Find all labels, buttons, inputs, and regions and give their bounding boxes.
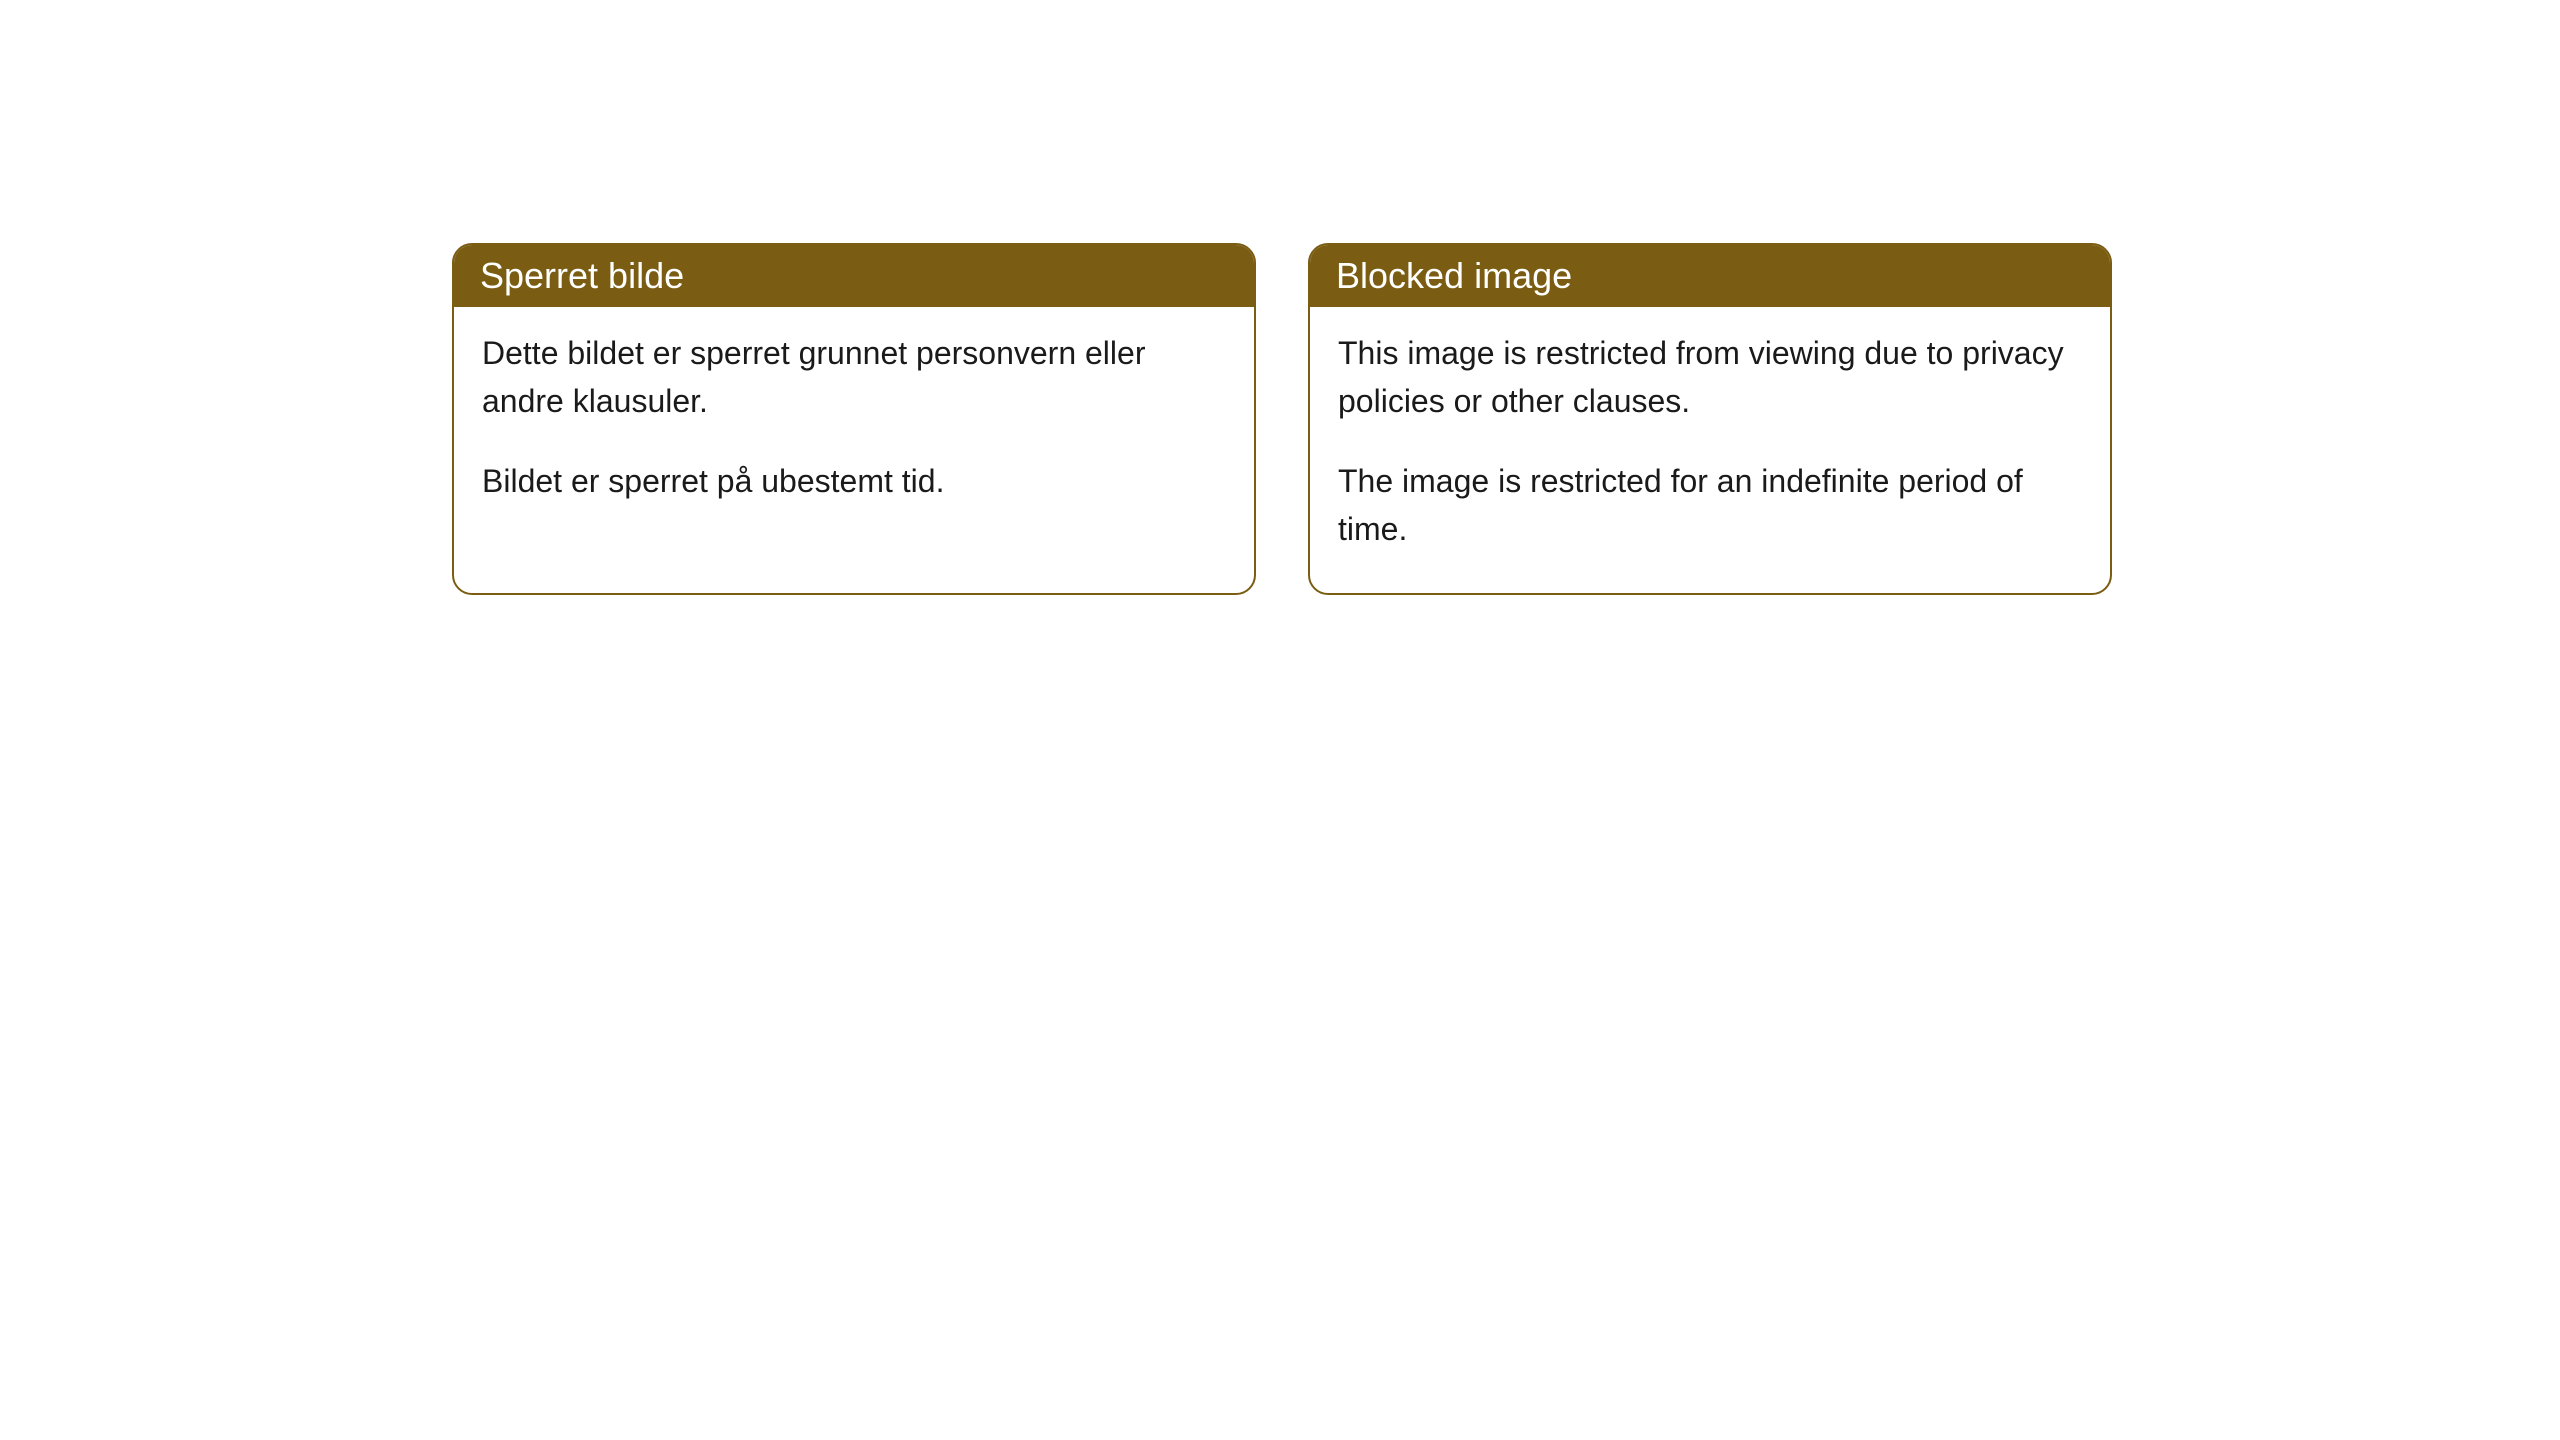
card-paragraph: Bildet er sperret på ubestemt tid. — [482, 457, 1226, 505]
card-body-english: This image is restricted from viewing du… — [1310, 307, 2110, 593]
card-header-norwegian: Sperret bilde — [454, 245, 1254, 307]
card-paragraph: This image is restricted from viewing du… — [1338, 329, 2082, 425]
notice-card-norwegian: Sperret bilde Dette bildet er sperret gr… — [452, 243, 1256, 595]
card-title: Blocked image — [1336, 255, 1572, 296]
card-paragraph: The image is restricted for an indefinit… — [1338, 457, 2082, 553]
card-header-english: Blocked image — [1310, 245, 2110, 307]
notice-card-english: Blocked image This image is restricted f… — [1308, 243, 2112, 595]
notice-cards-container: Sperret bilde Dette bildet er sperret gr… — [452, 243, 2560, 595]
card-title: Sperret bilde — [480, 255, 684, 296]
card-body-norwegian: Dette bildet er sperret grunnet personve… — [454, 307, 1254, 545]
card-paragraph: Dette bildet er sperret grunnet personve… — [482, 329, 1226, 425]
